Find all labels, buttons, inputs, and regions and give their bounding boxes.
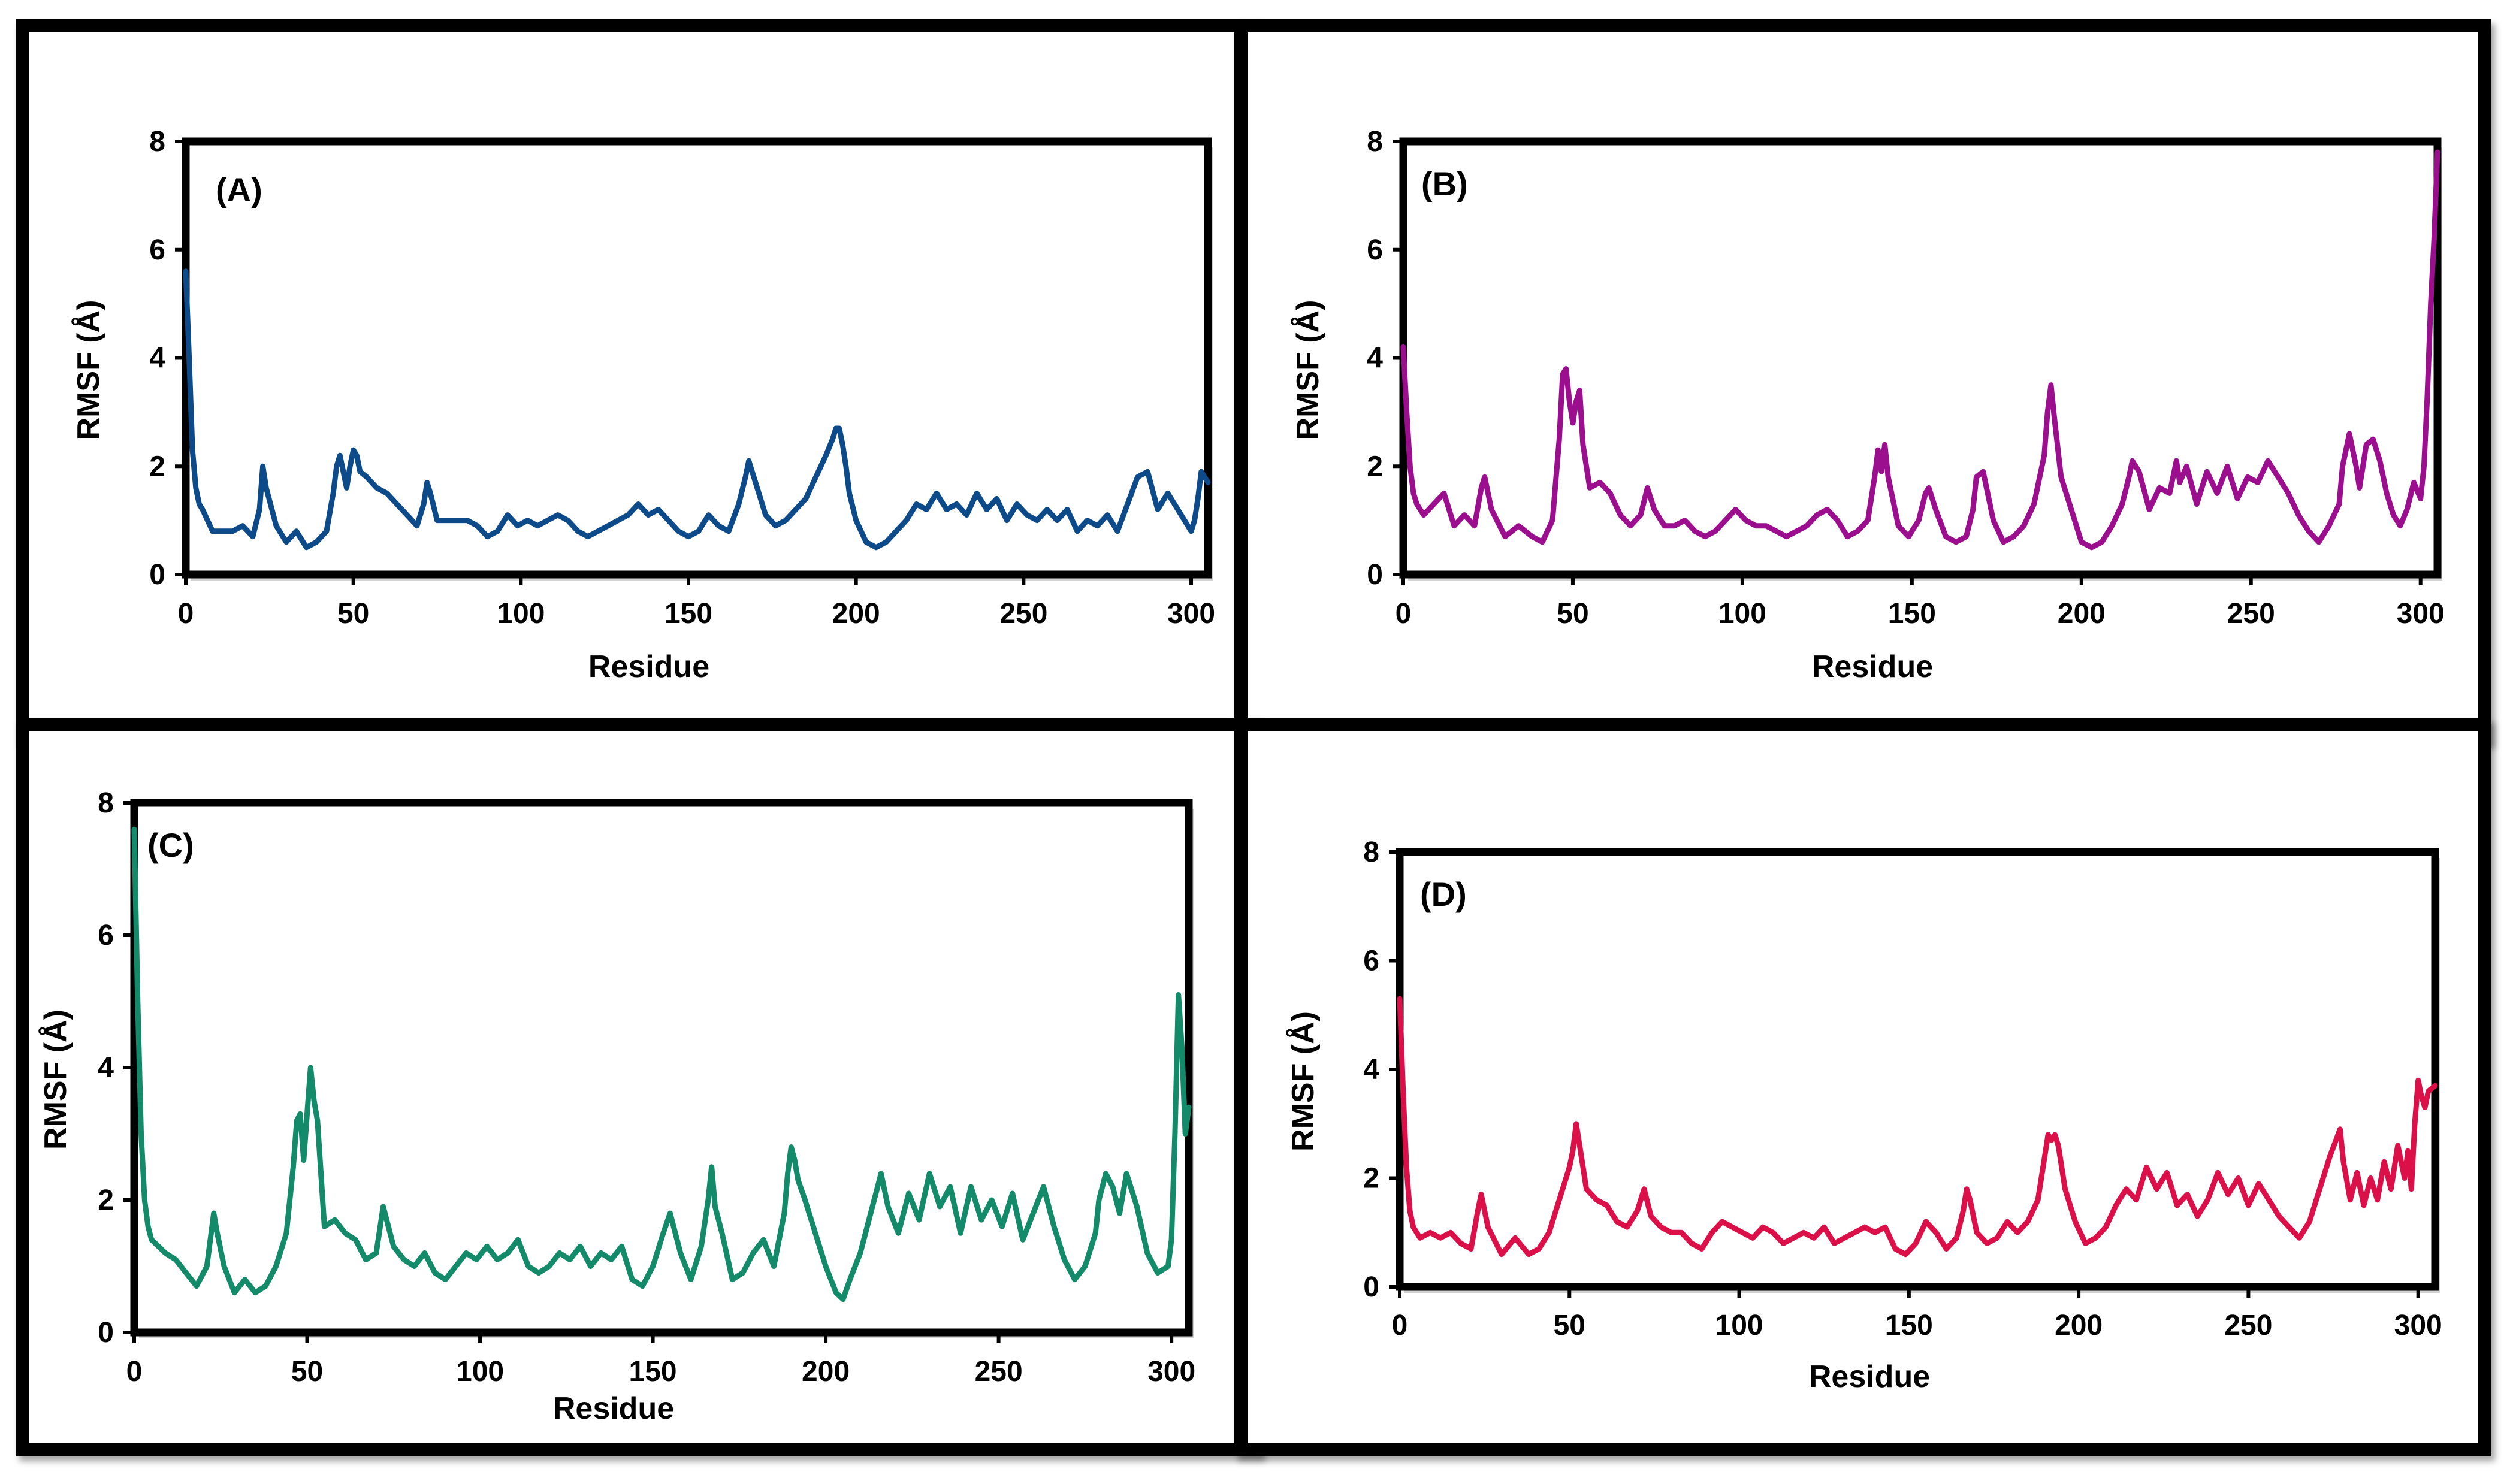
y-tick-label: 6: [1363, 945, 1379, 977]
y-tick-label: 2: [1367, 451, 1383, 482]
panel-letter: (D): [1420, 875, 1467, 913]
x-tick-label: 250: [2227, 598, 2275, 630]
x-tick-label: 50: [1557, 598, 1588, 630]
rmsf-series-line: [183, 268, 1211, 551]
y-tick-label: 6: [149, 234, 165, 266]
x-tick-label: 150: [1885, 1310, 1933, 1341]
x-tick-label: 0: [126, 1356, 143, 1388]
y-tick-label: 4: [1363, 1054, 1379, 1086]
panel-letter: (A): [216, 171, 262, 208]
panel-letter: (C): [147, 826, 194, 864]
x-tick-label: 0: [1396, 598, 1412, 630]
x-tick-label: 200: [2055, 1310, 2103, 1341]
x-tick-label: 50: [291, 1356, 323, 1388]
y-tick-label: 2: [149, 451, 165, 482]
x-tick-label: 200: [802, 1356, 850, 1388]
y-tick-label: 6: [98, 920, 114, 951]
x-tick-label: 50: [1554, 1310, 1585, 1341]
y-axis-title: RMSF (Å): [71, 300, 106, 440]
x-tick-label: 100: [1718, 598, 1766, 630]
y-tick-label: 0: [1363, 1271, 1379, 1303]
x-tick-label: 0: [178, 598, 194, 630]
x-tick-label: 100: [497, 598, 545, 630]
x-axis-title: Residue: [588, 649, 709, 684]
x-tick-label: 300: [2394, 1310, 2442, 1341]
x-tick-label: 150: [1888, 598, 1936, 630]
rmsf-series-line: [1397, 996, 2438, 1258]
x-axis-title: Residue: [1812, 649, 1933, 684]
x-tick-label: 200: [832, 598, 880, 630]
y-axis-title: RMSF (Å): [38, 1010, 73, 1150]
y-tick-label: 4: [1367, 343, 1383, 374]
chart-1: 0 2 4 6 8 0 50 100 150 200 250 300 Residue RMSF (Å) (B…: [1291, 126, 2445, 684]
rmsf-series-line: [131, 826, 1192, 1302]
x-tick-label: 300: [1167, 598, 1215, 630]
y-tick-label: 2: [98, 1184, 114, 1216]
plot-frame: [1399, 137, 2442, 579]
x-tick-label: 100: [1715, 1310, 1763, 1341]
x-tick-label: 150: [664, 598, 712, 630]
x-tick-label: 250: [999, 598, 1047, 630]
y-axis-title: RMSF (Å): [1291, 300, 1325, 440]
panel-letter: (B): [1421, 165, 1468, 202]
x-tick-label: 0: [1392, 1310, 1408, 1341]
y-tick-label: 4: [98, 1052, 114, 1084]
x-axis-title: Residue: [1809, 1359, 1930, 1394]
y-axis-title: RMSF (Å): [1286, 1011, 1321, 1151]
x-tick-label: 250: [2224, 1310, 2272, 1341]
y-tick-label: 0: [149, 559, 165, 591]
chart-2: 0 2 4 6 8 0 50 100 150 200 250 300 Residue RMSF (Å) (C…: [38, 787, 1195, 1426]
x-tick-label: 300: [2397, 598, 2445, 630]
chart-3: 0 2 4 6 8 0 50 100 150 200 250 300 Residue RMSF (Å) (D…: [1286, 836, 2442, 1394]
plot-frame: [1396, 848, 2439, 1291]
y-tick-label: 8: [149, 126, 165, 158]
rmsf-series-line: [1400, 149, 2440, 551]
y-tick-label: 2: [1363, 1163, 1379, 1195]
x-tick-label: 250: [975, 1356, 1023, 1388]
x-tick-label: 100: [456, 1356, 504, 1388]
x-tick-label: 300: [1147, 1356, 1195, 1388]
plot-frame: [130, 799, 1193, 1337]
x-tick-label: 150: [629, 1356, 677, 1388]
y-tick-label: 8: [1363, 836, 1379, 868]
plot-frame: [182, 137, 1212, 579]
y-tick-label: 4: [149, 343, 165, 374]
x-tick-label: 50: [337, 598, 369, 630]
y-tick-label: 8: [98, 787, 114, 819]
y-tick-label: 6: [1367, 234, 1383, 266]
chart-0: 0 2 4 6 8 0 50 100 150 200 250 300 Residue RMSF (Å) (A…: [71, 126, 1215, 684]
y-tick-label: 0: [1367, 559, 1383, 591]
y-tick-label: 8: [1367, 126, 1383, 158]
x-axis-title: Residue: [553, 1391, 674, 1426]
x-tick-label: 200: [2058, 598, 2106, 630]
y-tick-label: 0: [98, 1317, 114, 1349]
